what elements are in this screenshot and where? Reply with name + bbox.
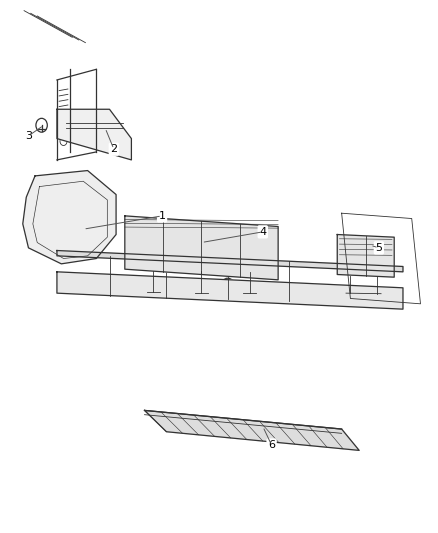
Text: 2: 2 [110,144,117,154]
Text: 4: 4 [259,227,266,237]
Polygon shape [57,272,403,309]
Polygon shape [57,109,131,160]
Text: 1: 1 [159,211,166,221]
Polygon shape [337,235,394,277]
Text: 5: 5 [375,243,382,253]
Polygon shape [57,251,403,272]
Text: 6: 6 [268,440,275,450]
Polygon shape [125,216,278,280]
Polygon shape [145,410,359,450]
Text: 3: 3 [25,131,32,141]
Polygon shape [23,171,116,264]
